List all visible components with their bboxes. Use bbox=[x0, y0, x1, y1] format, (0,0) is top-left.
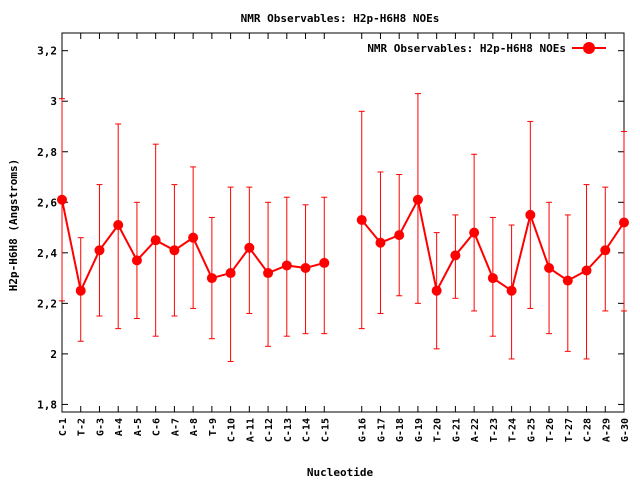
y-tick-label: 2,4 bbox=[37, 247, 57, 260]
x-tick-label: C-1 bbox=[58, 418, 69, 436]
legend-marker bbox=[583, 42, 595, 54]
x-tick-label: G-25 bbox=[526, 418, 537, 442]
data-point bbox=[281, 260, 292, 271]
x-tick-label: C-28 bbox=[583, 418, 594, 442]
y-tick-label: 2,2 bbox=[37, 297, 57, 310]
data-point bbox=[150, 235, 161, 246]
x-tick-label: A-11 bbox=[245, 418, 256, 442]
x-tick-label: T-9 bbox=[208, 418, 219, 436]
x-tick-label: G-21 bbox=[451, 418, 462, 442]
data-point bbox=[431, 285, 442, 296]
data-point bbox=[57, 194, 67, 205]
data-point bbox=[375, 237, 386, 248]
data-point bbox=[300, 262, 311, 273]
x-tick-label: T-2 bbox=[77, 418, 88, 436]
data-point bbox=[525, 209, 536, 220]
x-tick-label: A-22 bbox=[470, 418, 481, 442]
x-tick-label: T-23 bbox=[489, 418, 500, 442]
data-point bbox=[450, 250, 461, 261]
x-tick-label: G-17 bbox=[376, 418, 387, 442]
y-tick-label: 1,8 bbox=[37, 398, 57, 411]
x-tick-label: T-24 bbox=[508, 418, 519, 442]
x-tick-labels: C-1 T-2 G-3 A-4 A-5 C-6 A-7 A-8 T-9 C-10 A-11 C-12 C… bbox=[58, 418, 631, 442]
data-point bbox=[319, 257, 330, 268]
y-tick-labels: 1,8 2 2,2 2,4 2,6 2,8 3 3,2 bbox=[37, 45, 57, 412]
data-point bbox=[206, 273, 217, 284]
plot-frame bbox=[61, 32, 625, 413]
series-lines bbox=[61, 196, 625, 294]
y-tick-label: 2,6 bbox=[37, 196, 57, 209]
x-tick-label: A-4 bbox=[114, 418, 125, 436]
data-point bbox=[263, 268, 274, 279]
x-tick-label: G-19 bbox=[414, 418, 425, 442]
x-tick-label: G-30 bbox=[620, 418, 631, 442]
data-point bbox=[506, 285, 517, 296]
y-tick-label: 2,8 bbox=[37, 146, 57, 159]
chart-title: NMR Observables: H2p-H6H8 NOEs bbox=[241, 12, 440, 25]
x-tick-label: T-26 bbox=[545, 418, 556, 442]
data-point bbox=[581, 265, 592, 276]
data-point bbox=[131, 255, 142, 266]
data-point bbox=[225, 268, 236, 279]
data-point bbox=[94, 245, 105, 256]
data-point bbox=[113, 220, 124, 231]
y-axis-label: H2p-H6H8 (Angstroms) bbox=[7, 159, 20, 291]
data-point bbox=[487, 273, 498, 284]
axis-ticks bbox=[61, 33, 625, 412]
error-bars bbox=[59, 93, 627, 362]
data-point bbox=[75, 285, 86, 296]
data-point bbox=[169, 245, 180, 256]
x-tick-label: C-6 bbox=[152, 418, 163, 436]
data-point bbox=[356, 214, 367, 225]
x-tick-label: C-10 bbox=[227, 418, 238, 442]
data-point bbox=[619, 217, 629, 228]
x-tick-label: C-13 bbox=[283, 418, 294, 442]
data-point bbox=[394, 230, 405, 241]
x-tick-label: T-20 bbox=[433, 418, 444, 442]
x-axis-label: Nucleotide bbox=[307, 466, 374, 479]
data-point bbox=[469, 227, 480, 238]
data-point bbox=[412, 194, 423, 205]
data-point bbox=[244, 242, 255, 253]
x-tick-label: T-27 bbox=[564, 418, 575, 442]
data-point bbox=[562, 275, 573, 286]
x-tick-label: G-16 bbox=[358, 418, 369, 442]
y-tick-label: 2 bbox=[50, 348, 57, 361]
x-tick-label: A-29 bbox=[601, 418, 612, 442]
data-point bbox=[188, 232, 199, 243]
legend: NMR Observables: H2p-H6H8 NOEs bbox=[367, 42, 606, 55]
x-tick-label: G-3 bbox=[95, 418, 106, 436]
x-tick-label: A-5 bbox=[133, 418, 144, 436]
y-tick-label: 3,2 bbox=[37, 45, 57, 58]
x-tick-label: C-12 bbox=[264, 418, 275, 442]
x-tick-label: G-18 bbox=[395, 418, 406, 442]
legend-label: NMR Observables: H2p-H6H8 NOEs bbox=[367, 42, 566, 55]
y-tick-label: 3 bbox=[50, 95, 57, 108]
x-tick-label: C-14 bbox=[302, 418, 313, 442]
data-point bbox=[600, 245, 611, 256]
x-tick-label: C-15 bbox=[320, 418, 331, 442]
x-tick-label: A-7 bbox=[170, 418, 181, 436]
x-tick-label: A-8 bbox=[189, 418, 200, 436]
data-points bbox=[57, 194, 629, 296]
data-point bbox=[544, 262, 555, 273]
